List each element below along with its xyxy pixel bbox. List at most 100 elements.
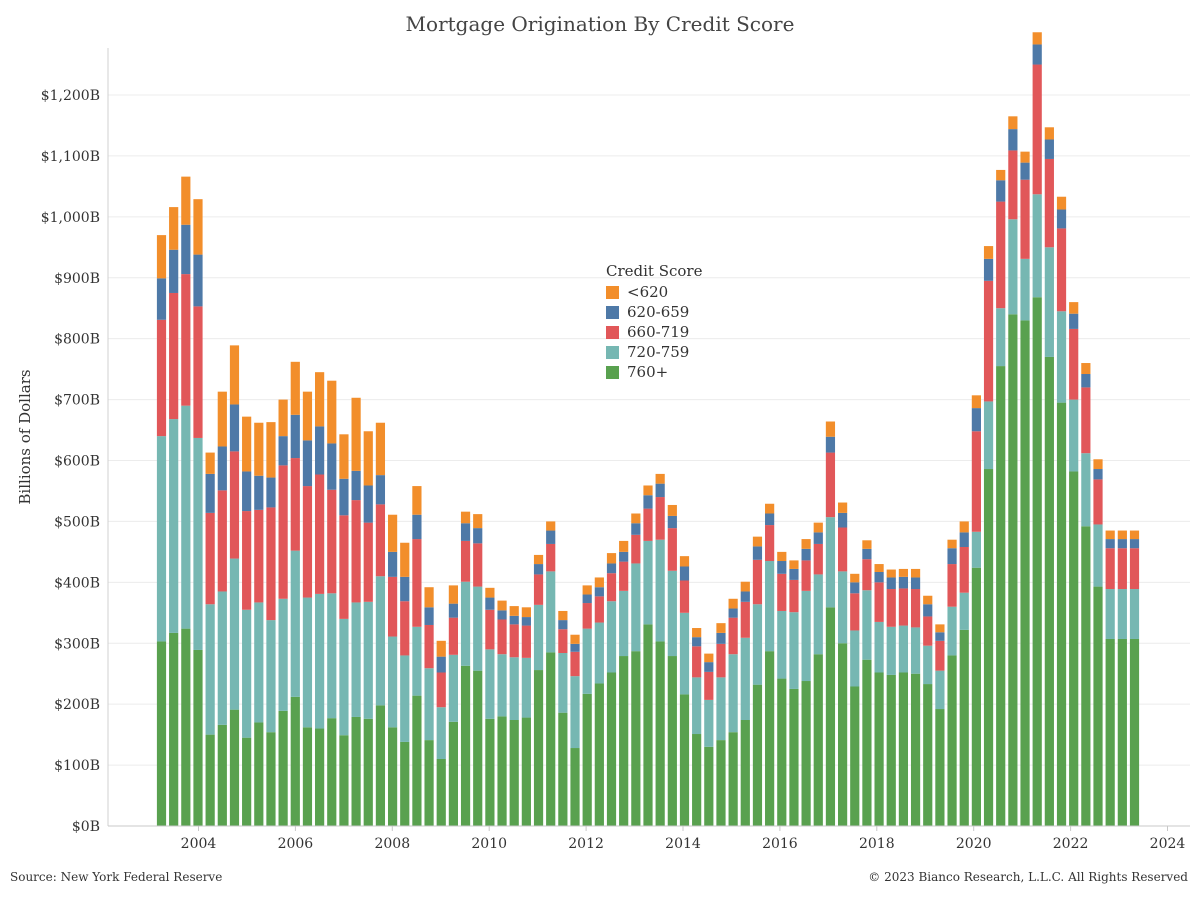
bar-segment — [850, 630, 860, 687]
bar-segment — [704, 699, 714, 747]
bar-segment — [558, 620, 568, 630]
bar-segment — [1032, 297, 1042, 826]
bar-segment — [606, 553, 617, 564]
bar-segment — [1105, 548, 1115, 590]
bar-segment — [971, 408, 981, 432]
bar-segment — [363, 718, 373, 826]
bar-segment — [692, 637, 702, 647]
bar-segment — [813, 654, 823, 826]
bar-segment — [485, 597, 495, 610]
bar-segment — [497, 716, 507, 826]
bar-segment — [156, 436, 167, 642]
bar-segment — [460, 540, 471, 582]
bar-segment — [765, 525, 775, 562]
bar-segment — [631, 563, 641, 652]
bar-segment — [521, 617, 531, 626]
bar-segment — [850, 573, 860, 583]
bar-segment — [473, 670, 483, 826]
bar-segment — [886, 569, 896, 578]
bar-segment — [193, 437, 203, 650]
bar-segment — [582, 603, 592, 629]
bar-segment — [838, 527, 848, 572]
bar-segment — [1129, 539, 1140, 549]
bar-segment — [339, 735, 349, 826]
bar-segment — [947, 539, 957, 549]
bar-segment — [1044, 127, 1054, 140]
bar-segment — [412, 626, 422, 696]
bar-segment — [655, 483, 665, 498]
bar-segment — [1081, 453, 1091, 527]
bar-segment — [813, 522, 823, 533]
bar-segment — [631, 523, 641, 535]
bar-segment — [448, 585, 458, 604]
bar-segment — [947, 606, 957, 656]
bar-segment — [509, 615, 519, 625]
bar-segment — [789, 579, 799, 613]
bar-segment — [631, 534, 641, 564]
bar-segment — [752, 536, 763, 547]
bar-segment — [460, 581, 471, 666]
bar-segment — [509, 657, 519, 720]
bar-segment — [570, 676, 580, 749]
bar-segment — [1117, 539, 1127, 549]
bar-segment — [801, 560, 811, 591]
bar-segment — [838, 643, 848, 826]
x-tick-label: 2014 — [665, 836, 701, 852]
x-tick-label: 2020 — [956, 836, 992, 852]
bar-segment — [315, 474, 325, 594]
bar-segment — [302, 486, 313, 598]
bar-segment — [424, 607, 434, 625]
bar-segment — [777, 551, 787, 562]
bar-segment — [229, 451, 240, 559]
bar-segment — [996, 180, 1006, 202]
bar-segment — [898, 576, 909, 589]
bar-segment — [302, 440, 313, 487]
bar-segment — [497, 654, 507, 717]
bar-segment — [363, 601, 373, 719]
bar-segment — [971, 567, 981, 826]
bar-segment — [886, 626, 896, 675]
bar-segment — [874, 582, 884, 622]
bar-segment — [521, 717, 531, 826]
bar-segment — [619, 561, 629, 591]
bar-segment — [1056, 228, 1067, 312]
bar-segment — [983, 469, 994, 826]
bar-segment — [910, 627, 921, 674]
bar-segment — [813, 543, 823, 575]
chart-title: Mortgage Origination By Credit Score — [405, 12, 795, 36]
bar-segment — [254, 509, 264, 603]
bar-segment — [825, 436, 836, 453]
bar-segment — [181, 224, 191, 275]
bar-segment — [266, 732, 276, 826]
bar-segment — [1093, 459, 1103, 470]
bar-segment — [862, 559, 872, 591]
x-tick-label: 2010 — [471, 836, 507, 852]
bar-segment — [521, 625, 531, 658]
legend-item-lt620: <620 — [606, 282, 702, 302]
bar-segment — [205, 604, 215, 735]
bar-segment — [825, 517, 836, 608]
bar-segment — [619, 656, 629, 826]
bar-segment — [606, 601, 617, 673]
bar-segment — [473, 514, 483, 529]
bar-segment — [594, 683, 604, 826]
x-tick-label: 2022 — [1053, 836, 1089, 852]
bar-segment — [1129, 530, 1140, 540]
bar-segment — [351, 500, 361, 603]
bar-segment — [424, 740, 434, 826]
bar-segment — [1129, 638, 1140, 826]
bar-segment — [156, 319, 167, 437]
x-tick-label: 2004 — [181, 836, 217, 852]
bar-segment — [935, 709, 945, 826]
bar-segment — [181, 274, 191, 406]
bar-segment — [1008, 129, 1018, 151]
bar-segment — [315, 426, 325, 475]
bar-segment — [509, 624, 519, 658]
bar-segment — [1117, 530, 1127, 540]
bar-segment — [156, 278, 167, 320]
bar-segment — [193, 199, 203, 255]
bar-segment — [886, 589, 896, 627]
bar-segment — [278, 598, 288, 711]
bar-segment — [728, 598, 738, 609]
bar-segment — [740, 637, 750, 721]
